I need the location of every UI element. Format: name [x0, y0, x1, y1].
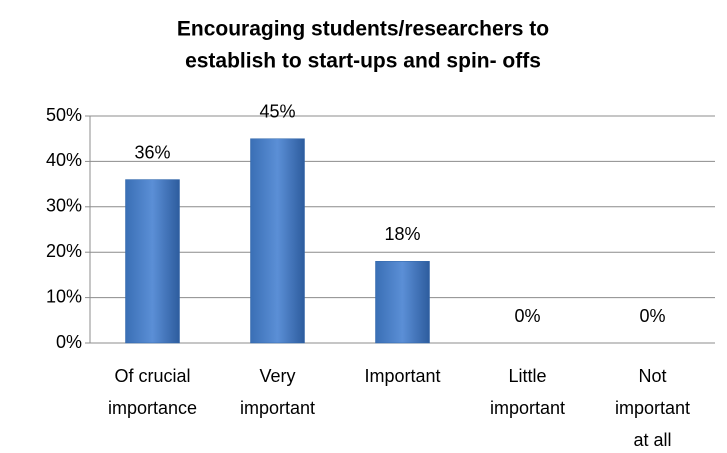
x-tick-label: important: [490, 398, 565, 418]
x-tick-label: Important: [364, 366, 440, 386]
data-label: 36%: [134, 142, 170, 162]
chart-title: establish to start-ups and spin- offs: [185, 50, 541, 73]
data-label: 18%: [384, 224, 420, 244]
x-tick-label: important: [615, 398, 690, 418]
y-tick-label: 30%: [46, 196, 82, 216]
x-tick-label: Not: [638, 366, 666, 386]
x-tick-label: importance: [108, 398, 197, 418]
y-tick-label: 20%: [46, 241, 82, 261]
bar: [250, 138, 305, 344]
x-tick-label: at all: [633, 430, 671, 450]
x-tick-label: Very: [259, 366, 295, 386]
x-tick-label: Little: [508, 366, 546, 386]
y-tick-label: 10%: [46, 286, 82, 306]
bar: [125, 179, 180, 344]
bar: [375, 261, 430, 344]
x-tick-label: Of crucial: [114, 366, 190, 386]
data-label: 0%: [514, 306, 540, 326]
x-tick-label: important: [240, 398, 315, 418]
y-tick-label: 40%: [46, 150, 82, 170]
y-tick-label: 0%: [56, 332, 82, 352]
data-label: 45%: [259, 101, 295, 121]
chart-title: Encouraging students/researchers to: [177, 18, 549, 41]
data-label: 0%: [639, 306, 665, 326]
y-tick-label: 50%: [46, 105, 82, 125]
